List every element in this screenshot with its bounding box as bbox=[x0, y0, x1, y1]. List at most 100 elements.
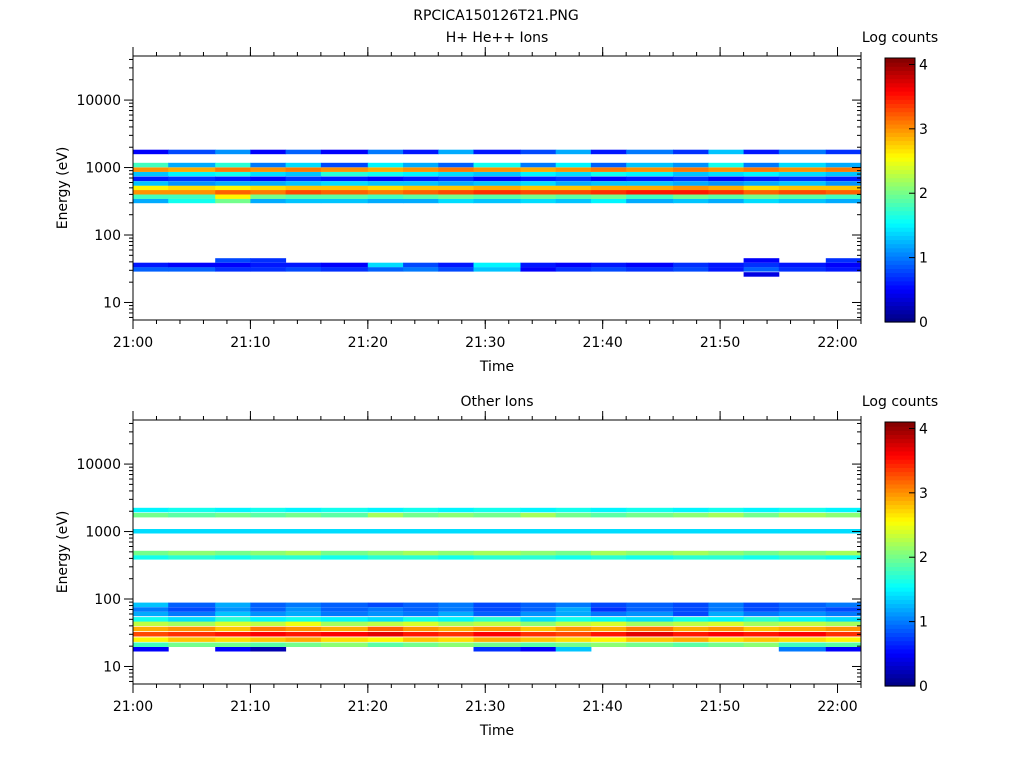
colorbar-step bbox=[885, 479, 915, 485]
colorbar-step bbox=[885, 169, 915, 175]
heatmap-cell bbox=[438, 611, 474, 617]
colorbar-step bbox=[885, 549, 915, 555]
colorbar-step bbox=[885, 218, 915, 224]
heatmap-cell bbox=[590, 167, 627, 172]
colorbar-step bbox=[885, 194, 915, 199]
heatmap-cell bbox=[367, 642, 404, 647]
x-tick-label: 21:20 bbox=[348, 335, 388, 351]
heatmap-cell bbox=[590, 149, 627, 155]
heatmap-cell bbox=[778, 555, 827, 560]
colorbar-step bbox=[885, 148, 915, 154]
heatmap-cell bbox=[555, 512, 592, 518]
heatmap-cell bbox=[673, 171, 709, 177]
heatmap-cell bbox=[133, 149, 169, 155]
heatmap-cell bbox=[555, 529, 592, 534]
heatmap-cell bbox=[403, 529, 439, 534]
heatmap-cell bbox=[626, 637, 674, 642]
heatmap-cell bbox=[708, 611, 745, 617]
heatmap-cell bbox=[778, 167, 827, 172]
heatmap-cell bbox=[673, 507, 709, 513]
heatmap-cell bbox=[285, 621, 322, 626]
y-tick-label: 10 bbox=[103, 659, 121, 675]
heatmap-cell bbox=[285, 181, 322, 186]
heatmap-cell bbox=[825, 611, 862, 617]
heatmap-cell bbox=[673, 512, 709, 518]
heatmap-cell bbox=[473, 267, 521, 272]
heatmap-cell bbox=[555, 602, 592, 608]
heatmap-cell bbox=[367, 621, 404, 626]
heatmap-cell bbox=[438, 267, 474, 272]
heatmap-cell bbox=[168, 262, 216, 268]
colorbar-step bbox=[885, 103, 915, 109]
heatmap-cell bbox=[778, 617, 827, 622]
heatmap-cell bbox=[168, 181, 216, 186]
heatmap-cell bbox=[215, 267, 251, 272]
heatmap-cell bbox=[825, 642, 862, 647]
heatmap-cell bbox=[438, 262, 474, 268]
heatmap-cell bbox=[708, 621, 745, 626]
x-tick-label: 21:10 bbox=[230, 699, 270, 715]
panel-title: Other Ions bbox=[460, 394, 533, 410]
heatmap-cell bbox=[743, 171, 780, 177]
x-tick-label: 21:40 bbox=[582, 335, 622, 351]
heatmap-cell bbox=[555, 632, 592, 637]
heatmap-cell bbox=[250, 529, 287, 534]
heatmap-cell bbox=[626, 149, 674, 155]
heatmap-cell bbox=[320, 507, 369, 513]
heatmap-cell bbox=[590, 198, 627, 204]
heatmap-cell bbox=[520, 617, 557, 622]
colorbar-step bbox=[885, 677, 915, 683]
heatmap-cell bbox=[708, 529, 745, 534]
heatmap-cell bbox=[590, 267, 627, 272]
heatmap-cell bbox=[473, 512, 521, 518]
heatmap-cell bbox=[250, 555, 287, 560]
heatmap-cell bbox=[168, 617, 216, 622]
heatmap-cell bbox=[825, 149, 862, 155]
heatmap-cell bbox=[673, 181, 709, 186]
heatmap-cell bbox=[555, 185, 592, 191]
heatmap-cell bbox=[778, 190, 827, 195]
heatmap-cell bbox=[438, 555, 474, 560]
heatmap-cell bbox=[403, 167, 439, 172]
heatmap-cell bbox=[673, 611, 709, 617]
heatmap-cell bbox=[673, 642, 709, 647]
heatmap-cell bbox=[285, 626, 322, 632]
colorbar-step bbox=[885, 86, 915, 92]
heatmap-cell bbox=[708, 262, 745, 268]
heatmap-cell bbox=[520, 262, 557, 268]
heatmap-cell bbox=[708, 637, 745, 642]
heatmap-cell bbox=[673, 198, 709, 204]
heatmap-cell bbox=[473, 181, 521, 186]
heatmap-cell bbox=[520, 632, 557, 637]
heatmap-cell bbox=[626, 176, 674, 182]
heatmap-cell bbox=[473, 176, 521, 182]
colorbar-step bbox=[885, 99, 915, 104]
heatmap-cell bbox=[367, 176, 404, 182]
heatmap-cell bbox=[778, 611, 827, 617]
heatmap-cell bbox=[825, 647, 862, 652]
heatmap-cell bbox=[215, 181, 251, 186]
colorbar-step bbox=[885, 165, 915, 170]
colorbar-step bbox=[885, 653, 915, 658]
colorbar-step bbox=[885, 422, 915, 427]
heatmap-cell bbox=[250, 171, 287, 177]
heatmap-cell bbox=[520, 607, 557, 612]
colorbar-step bbox=[885, 268, 915, 274]
heatmap-cell bbox=[250, 642, 287, 647]
colorbar-step bbox=[885, 297, 915, 302]
heatmap-cell bbox=[825, 267, 862, 272]
heatmap-cell bbox=[473, 529, 521, 534]
heatmap-cell bbox=[320, 267, 369, 272]
heatmap-cell bbox=[555, 550, 592, 556]
heatmap-cell bbox=[285, 529, 322, 534]
heatmap-cell bbox=[743, 149, 780, 155]
colorbar-step bbox=[885, 190, 915, 195]
heatmap-cell bbox=[673, 190, 709, 195]
heatmap-cell bbox=[438, 198, 474, 204]
heatmap-cell bbox=[520, 550, 557, 556]
colorbar-step bbox=[885, 202, 915, 208]
x-axis-label: Time bbox=[479, 723, 514, 739]
heatmap-cell bbox=[673, 194, 709, 199]
heatmap-cell bbox=[438, 617, 474, 622]
